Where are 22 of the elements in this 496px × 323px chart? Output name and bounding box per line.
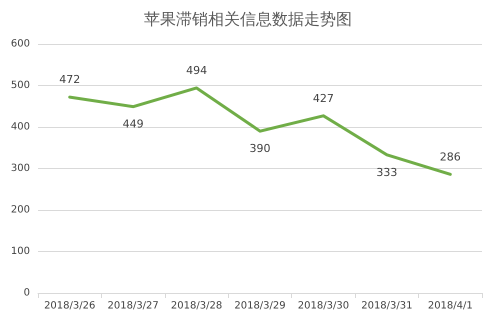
- data-label: 333: [376, 166, 398, 179]
- x-tick-label: 2018/3/27: [108, 300, 159, 312]
- data-label: 472: [59, 73, 80, 86]
- y-tick-label: 500: [10, 80, 30, 91]
- data-label: 286: [440, 150, 461, 164]
- chart-title: 苹果滞销相关信息数据走势图: [144, 10, 352, 28]
- data-label: 449: [122, 118, 144, 131]
- x-tick-label: 2018/4/1: [428, 300, 473, 312]
- data-label: 390: [250, 142, 270, 156]
- x-tick-label: 2018/3/31: [361, 300, 412, 312]
- x-tick-label: 2018/3/30: [298, 300, 350, 312]
- y-tick-label: 0: [24, 288, 30, 298]
- data-label: 427: [312, 92, 334, 105]
- x-tick-label: 2018/3/28: [170, 300, 222, 312]
- y-tick-label: 600: [10, 38, 30, 50]
- x-tick-label: 2018/3/26: [44, 300, 96, 312]
- y-tick-label: 200: [10, 204, 30, 216]
- data-label: 494: [186, 64, 208, 77]
- y-tick-label: 100: [10, 246, 30, 257]
- x-tick-label: 2018/3/29: [234, 300, 286, 312]
- y-tick-label: 300: [10, 163, 30, 174]
- y-tick-label: 400: [10, 122, 30, 132]
